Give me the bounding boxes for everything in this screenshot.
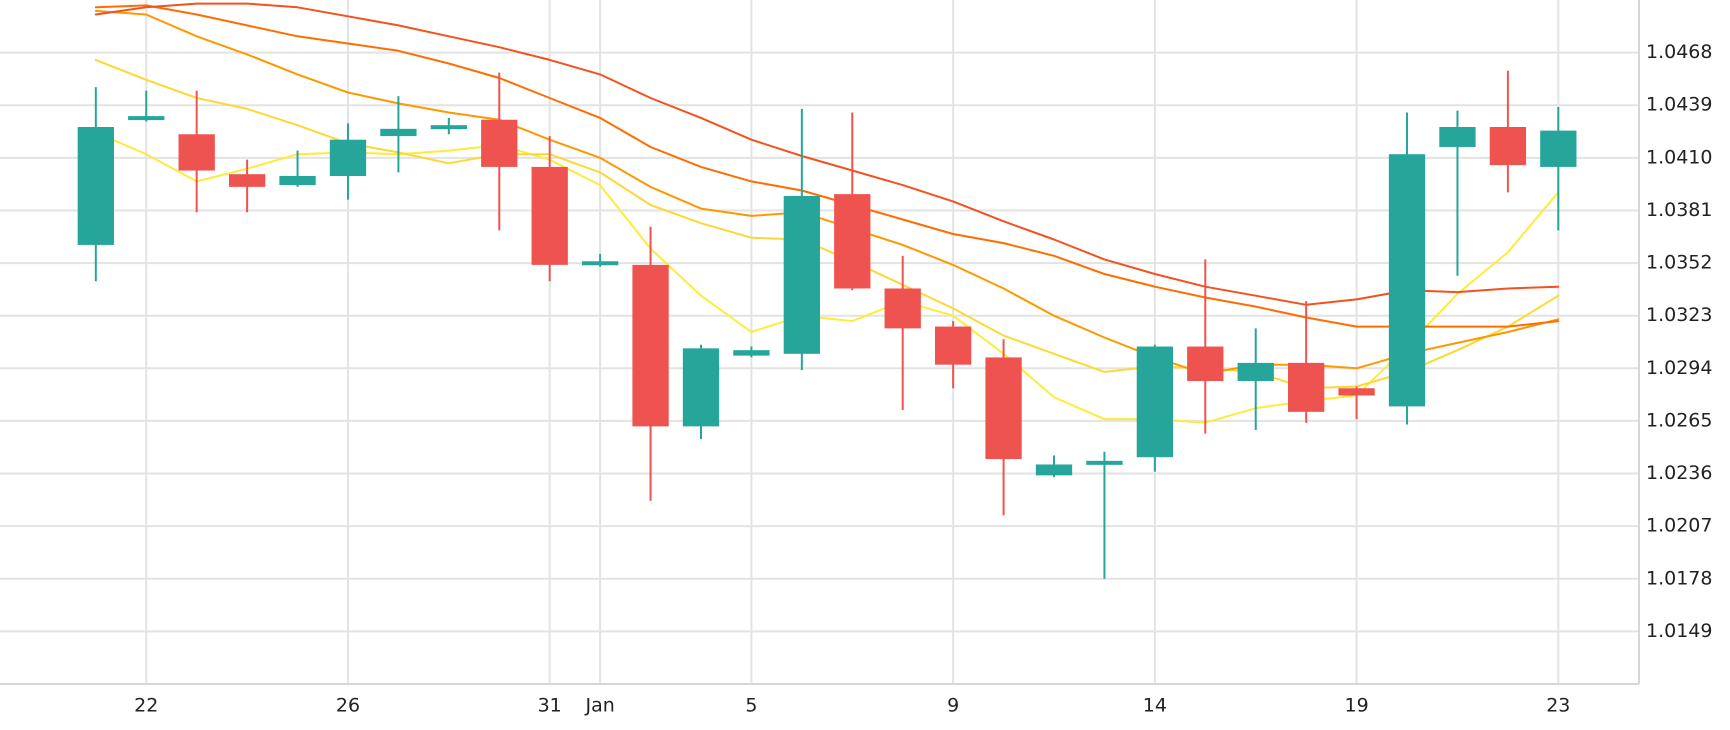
candle-body [783, 195, 821, 354]
candle-body [1338, 388, 1375, 396]
candle-body [329, 139, 367, 176]
bearish-candle [884, 255, 921, 411]
bearish-candle [985, 339, 1022, 516]
bearish-candle [1187, 259, 1224, 434]
candle-body [934, 326, 972, 365]
candle-body [1439, 127, 1476, 147]
bullish-candle [682, 344, 720, 440]
moving-average-line-4 [94, 4, 1560, 328]
candle-body [77, 127, 114, 245]
candle-body [1388, 154, 1426, 407]
price-tick-label: 1.0149 [1646, 620, 1712, 642]
candle-body [380, 128, 417, 137]
bullish-candle [733, 346, 770, 358]
bullish-candle [1439, 110, 1476, 276]
date-tick-label: 26 [336, 695, 360, 717]
bullish-candle [1035, 455, 1073, 478]
bullish-candle [1388, 112, 1426, 425]
date-tick-label: 23 [1546, 695, 1570, 717]
price-tick-label: 1.0381 [1646, 199, 1712, 221]
bullish-candle [279, 150, 316, 187]
candle-body [1187, 346, 1224, 382]
bearish-candle [632, 226, 669, 501]
date-tick-label: 19 [1344, 695, 1368, 717]
candle-body [228, 174, 266, 187]
price-tick-label: 1.0207 [1646, 515, 1712, 537]
price-tick-label: 1.0352 [1646, 252, 1712, 274]
bearish-candle [934, 321, 972, 389]
candle-body [481, 119, 518, 167]
bullish-candle [1237, 328, 1274, 430]
candle-body [1489, 127, 1527, 166]
bullish-candle [380, 96, 417, 173]
price-tick-label: 1.0323 [1646, 304, 1712, 326]
candle-body [430, 125, 467, 130]
date-tick-label: 22 [134, 695, 158, 717]
price-tick-label: 1.0439 [1646, 94, 1712, 116]
price-tick-label: 1.0468 [1646, 41, 1712, 63]
date-tick-label: Jan [584, 695, 614, 717]
bullish-candle [1540, 107, 1577, 231]
candle-body [1086, 460, 1123, 465]
candle-body [128, 116, 165, 121]
bullish-candle [783, 108, 821, 371]
bearish-candle [228, 159, 266, 213]
candle-body [834, 194, 871, 289]
price-tick-label: 1.0410 [1646, 146, 1712, 168]
candle-body [1237, 362, 1274, 382]
price-tick-label: 1.0178 [1646, 567, 1712, 589]
candle-body [1288, 362, 1325, 412]
date-tick-label: 31 [538, 695, 562, 717]
bearish-candle [1489, 70, 1527, 193]
bearish-candle [481, 72, 518, 231]
candle-body [884, 288, 921, 329]
candles [77, 70, 1577, 579]
date-tick-label: 5 [745, 695, 757, 717]
candle-body [178, 134, 215, 171]
candle-body [581, 261, 619, 266]
date-tick-label: 14 [1143, 695, 1167, 717]
bearish-candle [178, 90, 215, 213]
candle-body [279, 175, 316, 186]
price-axis-labels: 1.0468 1.0439 1.0410 1.0381 1.0352 1.0323 1.02… [1646, 41, 1712, 642]
bullish-candle [329, 123, 367, 200]
candle-body [1035, 464, 1073, 476]
price-tick-label: 1.0265 [1646, 409, 1712, 431]
candle-body [1540, 130, 1577, 167]
price-tick-label: 1.0236 [1646, 462, 1712, 484]
bullish-candle [77, 87, 114, 282]
time-axis-labels: 22 26 31 Jan 5 9 14 19 23 [134, 695, 1570, 717]
bearish-candle [834, 112, 871, 291]
candle-body [985, 357, 1022, 460]
candle-body [531, 166, 568, 265]
candle-body [682, 348, 720, 427]
price-tick-label: 1.0294 [1646, 357, 1712, 379]
bullish-candle [1136, 344, 1174, 472]
bearish-candle [1338, 386, 1375, 420]
bearish-candle [531, 136, 568, 282]
moving-average-line-5 [94, 2, 1560, 306]
candle-body [733, 350, 770, 356]
candle-body [632, 264, 669, 427]
candle-body [1136, 346, 1174, 458]
bullish-candle [128, 90, 165, 122]
date-tick-label: 9 [947, 695, 959, 717]
bullish-candle [430, 117, 467, 135]
bullish-candle [1086, 451, 1123, 579]
bullish-candle [581, 254, 619, 267]
bearish-candle [1288, 301, 1325, 423]
